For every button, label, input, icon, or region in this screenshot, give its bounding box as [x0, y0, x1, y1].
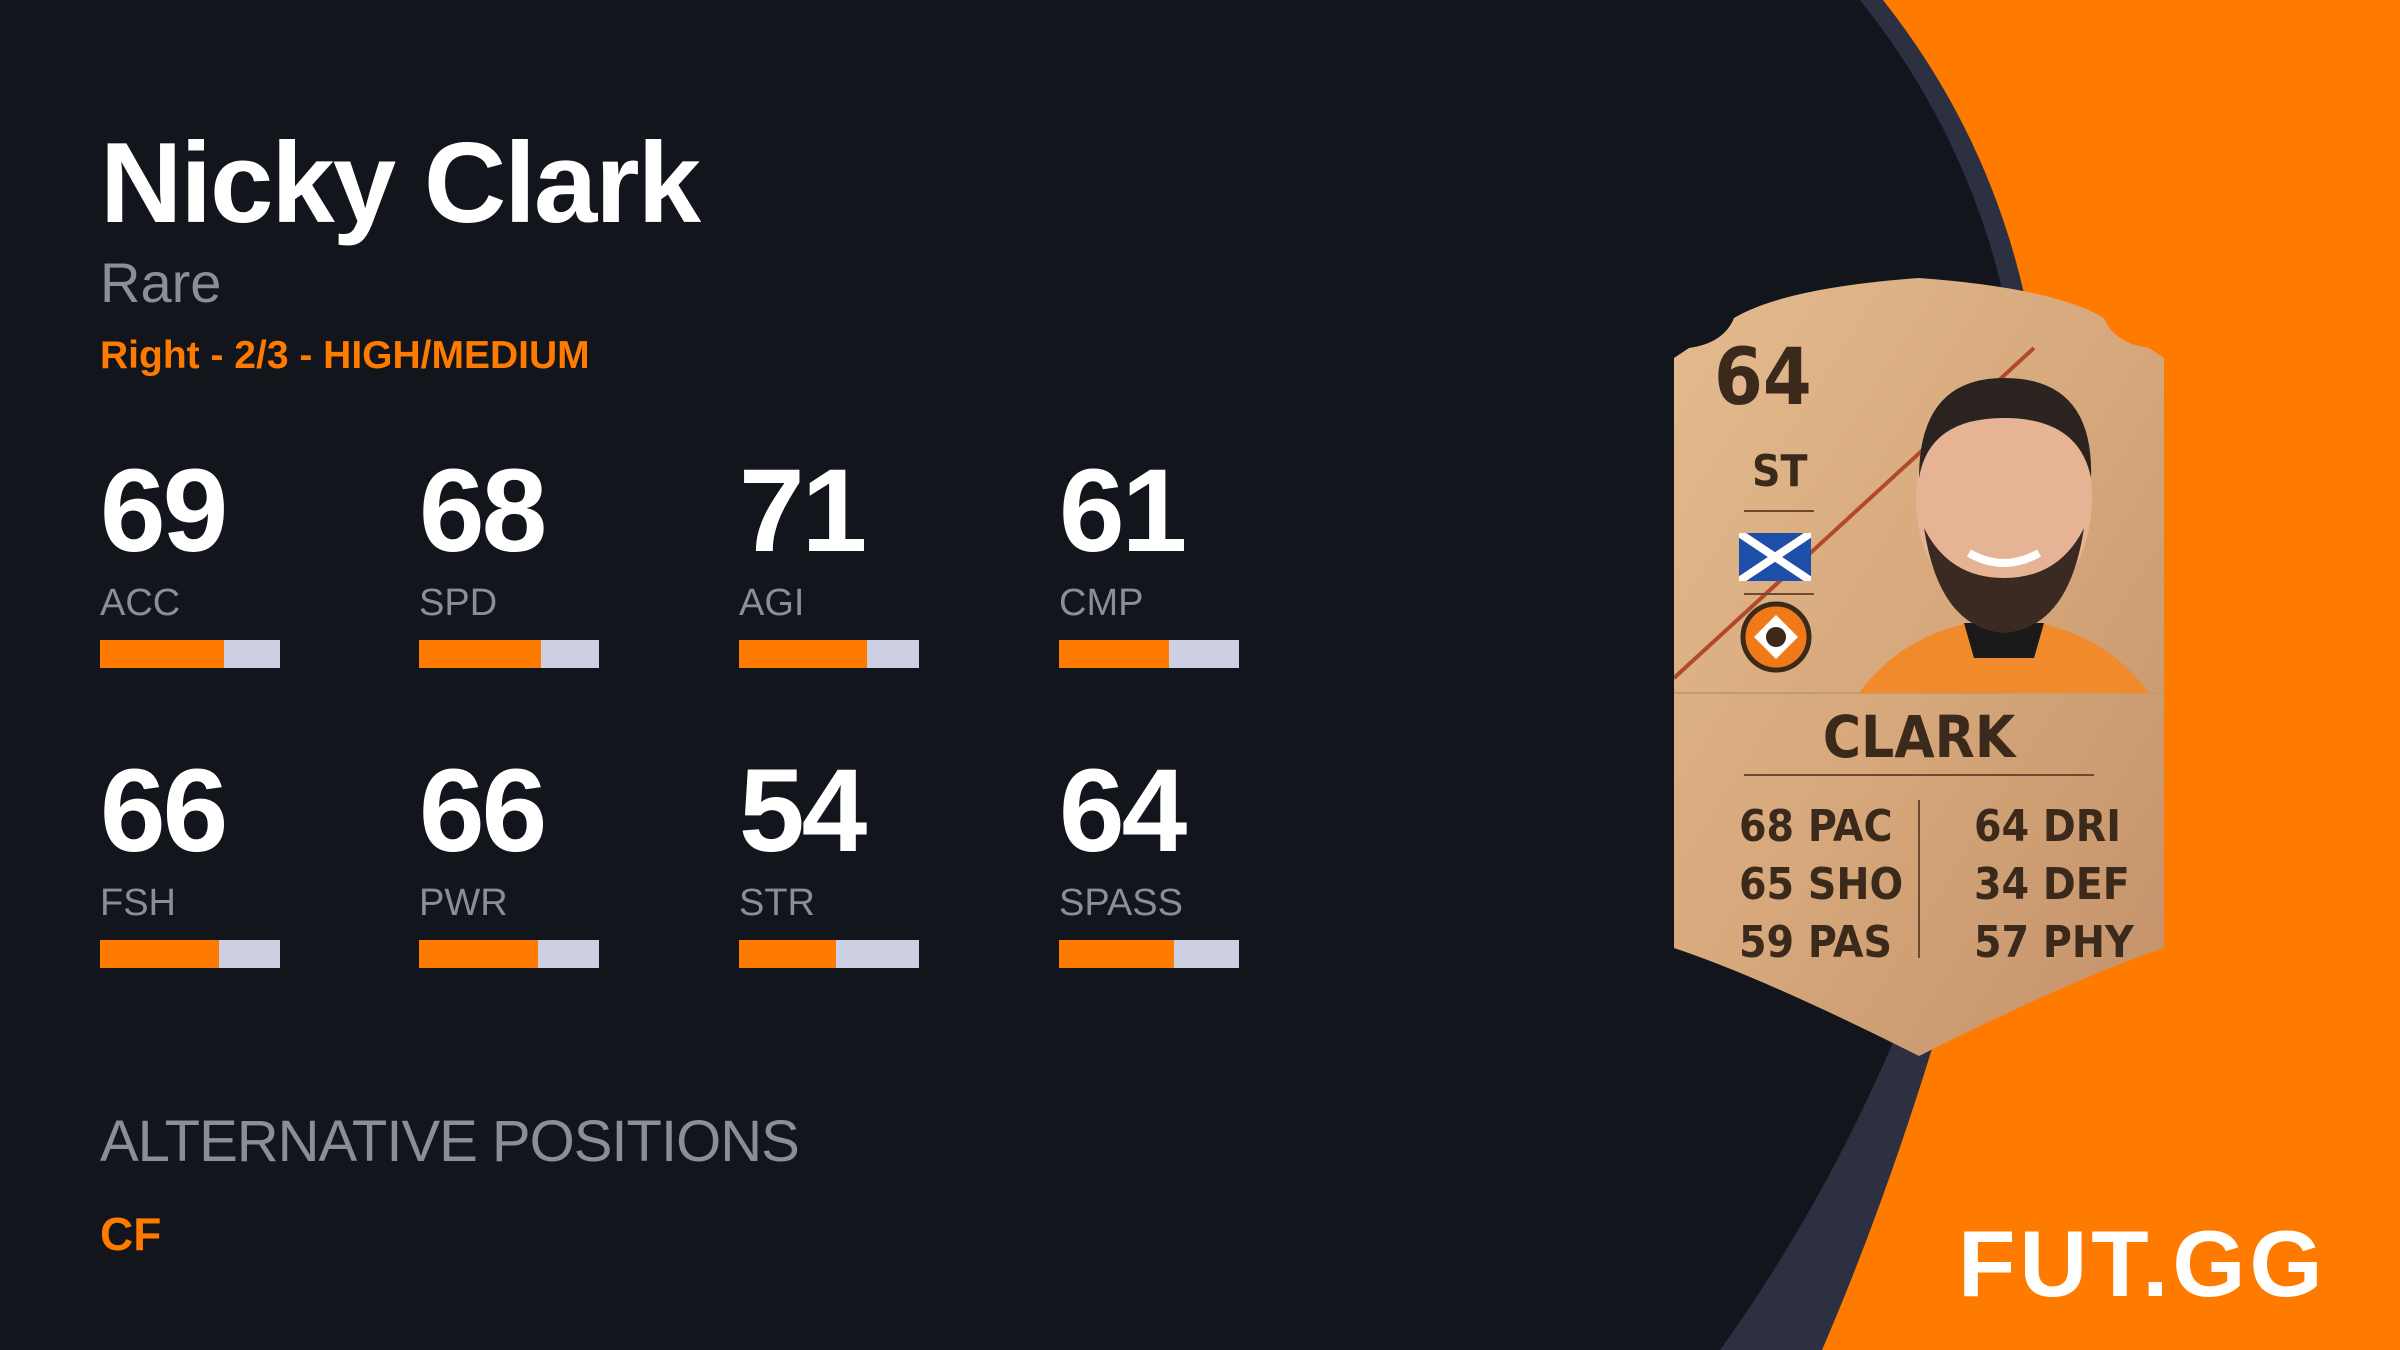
stat-str: 54 STR	[739, 752, 919, 968]
card-stat-pac: 68 PAC	[1739, 801, 1893, 852]
stat-fsh: 66 FSH	[100, 752, 280, 968]
card-name: CLARK	[1822, 703, 2016, 771]
player-name: Nicky Clark	[100, 120, 701, 247]
stat-bar-fill	[100, 940, 219, 968]
futgg-logo[interactable]: FUT.GG	[1958, 1211, 2327, 1316]
stat-bar	[1059, 640, 1239, 668]
stat-bar-fill	[1059, 940, 1175, 968]
stat-value: 64	[1059, 745, 1187, 877]
player-photo	[1859, 378, 2149, 693]
stat-bar-fill	[739, 640, 867, 668]
stat-pwr: 66 PWR	[419, 752, 599, 968]
card-stat-sho: 65 SHO	[1739, 859, 1904, 910]
stat-bar	[739, 640, 919, 668]
player-card: 64 ST CLARK 68 PAC 65 SHO 59 PAS 64 DRI …	[1672, 278, 2164, 1056]
stat-bar	[100, 640, 280, 668]
card-stat-dri: 64 DRI	[1974, 801, 2121, 852]
stat-bar	[419, 940, 599, 968]
stat-label: STR	[739, 882, 815, 924]
stat-cmp: 61 CMP	[1059, 452, 1239, 668]
stat-bar	[419, 640, 599, 668]
card-stat-phy: 57 PHY	[1974, 917, 2134, 968]
card-position: ST	[1752, 446, 1808, 497]
card-stat-pas: 59 PAS	[1739, 917, 1892, 968]
stat-label: AGI	[739, 582, 805, 624]
stat-label: FSH	[100, 882, 176, 924]
stat-label: PWR	[419, 882, 508, 924]
stat-label: SPASS	[1059, 882, 1183, 924]
foot-skills-workrate: Right - 2/3 - HIGH/MEDIUM	[100, 334, 590, 377]
stat-agi: 71 AGI	[739, 452, 919, 668]
stat-spass: 64 SPASS	[1059, 752, 1239, 968]
stat-label: CMP	[1059, 582, 1144, 624]
stat-value: 71	[739, 445, 867, 577]
stat-value: 68	[419, 445, 547, 577]
stat-value: 66	[419, 745, 547, 877]
stat-value: 61	[1059, 445, 1187, 577]
stat-bar	[1059, 940, 1239, 968]
stat-label: SPD	[419, 582, 498, 624]
scotland-flag-icon	[1739, 533, 1811, 581]
dundee-united-badge-icon	[1740, 601, 1812, 673]
stat-value: 66	[100, 745, 228, 877]
stat-spd: 68 SPD	[419, 452, 599, 668]
stat-value: 69	[100, 445, 228, 577]
stat-acc: 69 ACC	[100, 452, 280, 668]
card-rating: 64	[1714, 333, 1812, 423]
card-stat-def: 34 DEF	[1974, 859, 2130, 910]
stat-bar-fill	[1059, 640, 1169, 668]
stat-bar	[739, 940, 919, 968]
stat-label: ACC	[100, 582, 181, 624]
alternative-positions-value: CF	[100, 1208, 162, 1260]
stat-bar-fill	[100, 640, 225, 668]
stat-value: 54	[739, 745, 867, 877]
stat-bar-fill	[739, 940, 837, 968]
rarity: Rare	[100, 251, 222, 314]
alternative-positions-heading: ALTERNATIVE POSITIONS	[100, 1109, 800, 1174]
stat-bar-fill	[419, 940, 538, 968]
stat-bar	[100, 940, 280, 968]
stat-bar-fill	[419, 640, 542, 668]
